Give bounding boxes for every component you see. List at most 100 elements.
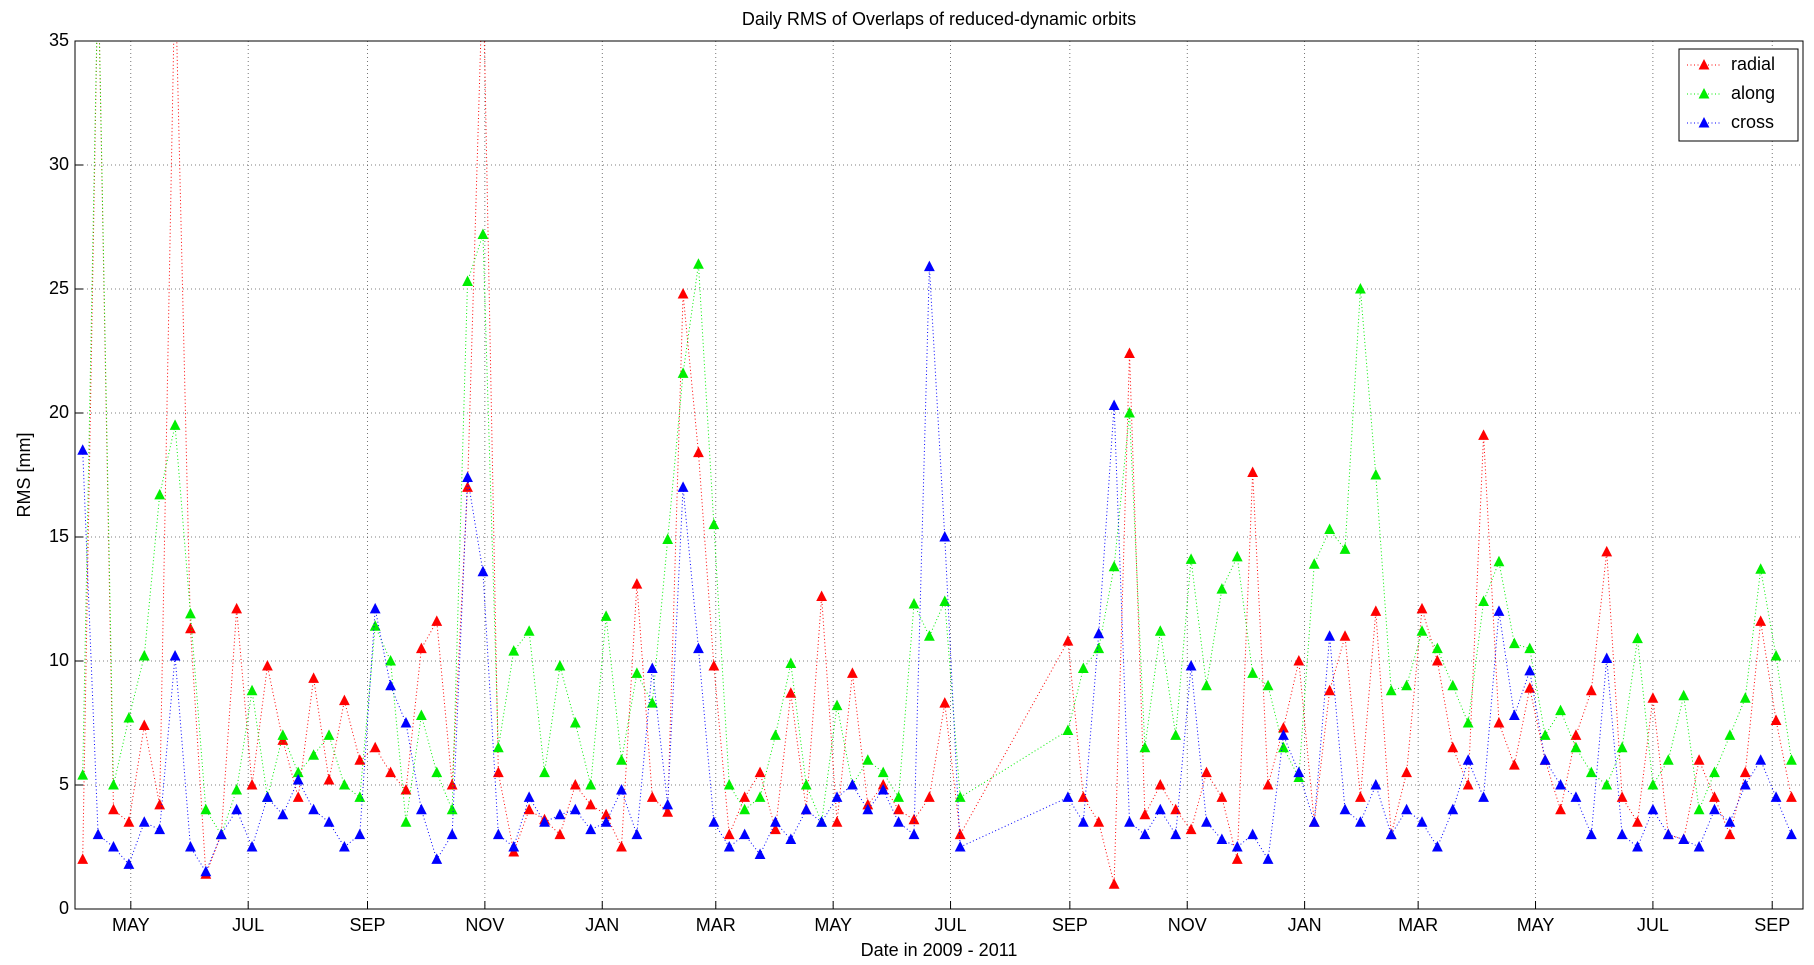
marker xyxy=(262,791,273,802)
marker xyxy=(600,816,612,827)
marker xyxy=(569,803,581,815)
marker xyxy=(369,741,381,753)
x-tick-label: NOV xyxy=(465,915,504,935)
marker xyxy=(1585,828,1597,840)
x-tick-label: JUL xyxy=(935,915,967,935)
marker xyxy=(415,642,427,654)
marker xyxy=(923,630,935,641)
marker xyxy=(1724,729,1736,740)
marker xyxy=(185,841,196,852)
y-tick-label: 35 xyxy=(49,30,69,50)
marker xyxy=(1247,466,1259,478)
marker xyxy=(554,659,566,671)
y-tick-label: 5 xyxy=(59,774,69,794)
y-tick-label: 15 xyxy=(49,526,69,546)
marker xyxy=(831,816,843,827)
marker xyxy=(1678,689,1690,701)
legend-box xyxy=(1678,48,1799,142)
x-tick-label: SEP xyxy=(1754,915,1790,935)
marker xyxy=(169,419,181,430)
marker xyxy=(939,595,951,606)
marker xyxy=(1662,828,1674,840)
marker xyxy=(400,717,412,728)
marker xyxy=(1431,642,1443,654)
marker xyxy=(1308,558,1320,569)
marker xyxy=(1278,721,1289,733)
marker xyxy=(369,620,381,631)
marker xyxy=(1493,605,1505,616)
marker xyxy=(1293,655,1305,666)
marker xyxy=(539,766,550,778)
marker xyxy=(1508,637,1520,649)
marker xyxy=(1585,766,1597,778)
marker xyxy=(1539,729,1551,740)
marker xyxy=(785,687,797,698)
marker xyxy=(1739,766,1751,778)
marker xyxy=(1278,729,1289,740)
marker xyxy=(1077,791,1089,802)
marker xyxy=(862,754,874,765)
marker xyxy=(323,816,335,827)
marker xyxy=(138,816,150,827)
chart-title: Daily RMS of Overlaps of reduced-dynamic… xyxy=(742,9,1136,29)
marker xyxy=(1570,791,1582,802)
y-axis-label: RMS [mm] xyxy=(14,433,34,518)
marker xyxy=(431,853,443,864)
x-tick-label: JAN xyxy=(1288,915,1322,935)
marker xyxy=(492,828,504,840)
marker xyxy=(108,779,119,790)
marker xyxy=(662,533,674,544)
marker xyxy=(400,816,412,827)
marker xyxy=(1632,841,1643,852)
marker xyxy=(262,659,273,671)
marker xyxy=(800,779,812,790)
marker xyxy=(231,602,243,614)
marker xyxy=(693,642,704,654)
marker xyxy=(1539,754,1551,765)
x-tick-label: JAN xyxy=(585,915,619,935)
marker xyxy=(1755,615,1767,626)
marker xyxy=(954,841,966,852)
marker xyxy=(369,602,381,614)
marker xyxy=(908,597,920,609)
marker xyxy=(616,841,627,852)
marker xyxy=(1601,545,1613,557)
marker xyxy=(1416,816,1428,827)
marker xyxy=(123,858,135,869)
marker xyxy=(354,791,366,802)
marker xyxy=(1478,595,1489,606)
marker xyxy=(123,712,135,723)
marker xyxy=(1185,553,1197,564)
marker xyxy=(1262,779,1274,790)
y-tick-label: 10 xyxy=(49,650,69,670)
marker xyxy=(446,779,458,790)
marker xyxy=(1216,791,1228,802)
marker xyxy=(1431,655,1443,666)
marker xyxy=(1447,741,1459,753)
marker xyxy=(693,446,704,458)
marker xyxy=(400,783,412,795)
marker xyxy=(354,828,366,840)
marker xyxy=(169,650,181,661)
marker xyxy=(1770,650,1782,661)
marker xyxy=(708,518,720,530)
marker xyxy=(923,791,935,802)
marker xyxy=(385,679,396,691)
marker xyxy=(385,655,396,666)
marker xyxy=(200,803,212,815)
axes-frame xyxy=(74,40,1804,910)
marker xyxy=(323,774,335,785)
marker xyxy=(1139,741,1151,753)
marker xyxy=(1355,791,1366,802)
marker xyxy=(338,841,350,852)
marker xyxy=(1678,833,1690,845)
marker xyxy=(1339,630,1351,641)
marker xyxy=(585,779,597,790)
marker xyxy=(1585,684,1597,696)
marker xyxy=(1247,667,1259,678)
marker xyxy=(185,607,196,619)
marker xyxy=(1216,833,1228,845)
marker xyxy=(1570,729,1582,740)
marker xyxy=(1077,816,1089,827)
marker xyxy=(1724,816,1736,827)
